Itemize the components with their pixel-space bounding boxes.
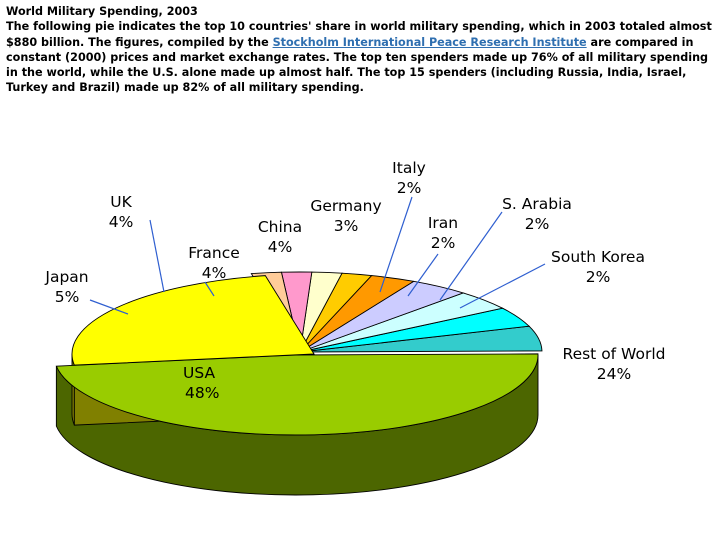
label-iran: Iran bbox=[428, 214, 458, 232]
leader-line-uk bbox=[149, 219, 165, 293]
value-s-arabia: 2% bbox=[525, 215, 550, 233]
label-usa: USA bbox=[183, 364, 215, 382]
value-japan: 5% bbox=[55, 288, 80, 306]
leader-line-iran bbox=[407, 253, 439, 297]
value-china: 4% bbox=[268, 238, 293, 256]
leader-line-japan bbox=[89, 299, 129, 315]
intro-text-continued: are compared in constant (2000) prices a… bbox=[6, 35, 709, 95]
value-italy: 2% bbox=[397, 179, 422, 197]
pie-slice-usa bbox=[55, 353, 539, 436]
value-iran: 2% bbox=[431, 234, 456, 252]
value-usa: 48% bbox=[185, 384, 219, 402]
label-italy: Italy bbox=[392, 159, 426, 177]
pie-tops bbox=[55, 271, 543, 436]
intro-text: The following pie indicates the top 10 c… bbox=[6, 20, 712, 49]
label-germany: Germany bbox=[310, 197, 381, 215]
label-france: France bbox=[188, 244, 240, 262]
label-uk: UK bbox=[110, 193, 132, 211]
value-south-korea: 2% bbox=[586, 268, 611, 286]
value-rest-of-world: 24% bbox=[597, 365, 631, 383]
leader-line-italy bbox=[379, 196, 413, 293]
value-uk: 4% bbox=[109, 213, 134, 231]
pie-slice-rest-of-world bbox=[71, 275, 315, 366]
label-china: China bbox=[258, 218, 302, 236]
label-south-korea: South Korea bbox=[551, 248, 645, 266]
leader-line-s-arabia bbox=[439, 211, 503, 301]
pie-labels: USA 48% Japan 5% UK 4% France 4% China 4% Germany 3… bbox=[44, 159, 665, 402]
label-s-arabia: S. Arabia bbox=[502, 195, 572, 213]
value-france: 4% bbox=[202, 264, 227, 282]
value-germany: 3% bbox=[334, 217, 359, 235]
leader-line-france bbox=[204, 281, 215, 297]
leader-line-south-korea bbox=[459, 263, 546, 309]
sipri-link[interactable]: Stockholm International Peace Research I… bbox=[272, 35, 587, 49]
pie-leader-lines bbox=[89, 196, 546, 315]
page-heading: World Military Spending, 2003 The followi… bbox=[6, 4, 712, 96]
page-title: World Military Spending, 2003 bbox=[6, 5, 198, 18]
label-rest-of-world: Rest of World bbox=[563, 345, 666, 363]
label-japan: Japan bbox=[44, 268, 88, 286]
